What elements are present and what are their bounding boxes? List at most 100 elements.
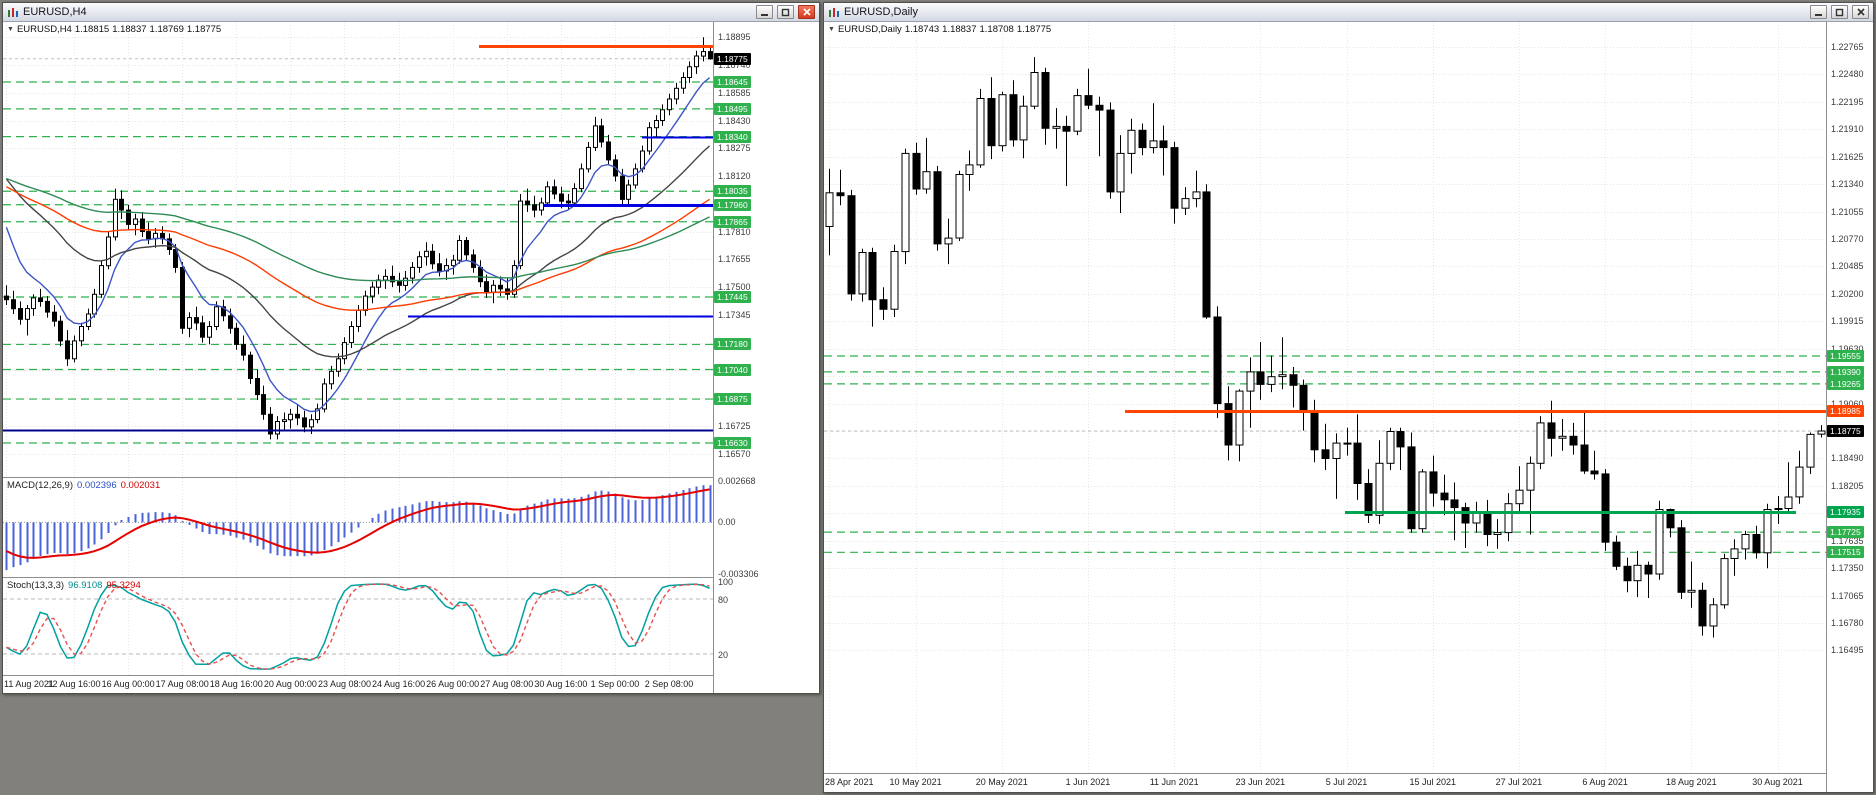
time-axis-label: 18 Aug 2021 — [1666, 777, 1717, 787]
price-scale[interactable]: 1.22765 1.22480 1.22195 1.21910 1.21625 1.213… — [1826, 22, 1873, 792]
level-price-tag: 1.18495 — [714, 102, 751, 115]
ohlc-readout: ▼ EURUSD,H4 1.18815 1.18837 1.18769 1.18775 — [7, 24, 222, 35]
price-scale-label: 1.20770 — [1831, 234, 1864, 245]
price-scale-label: 1.21340 — [1831, 179, 1864, 190]
indicator-scale-label: 0.00 — [718, 517, 736, 528]
time-axis-label: 18 Aug 16:00 — [209, 679, 263, 689]
restore-button[interactable] — [777, 5, 794, 19]
macd-panel: MACD(12,26,9) 0.002396 0.002031 — [3, 477, 713, 577]
time-axis-label: 30 Aug 16:00 — [534, 679, 588, 689]
time-axis-label: 17 Aug 08:00 — [155, 679, 209, 689]
close-button[interactable] — [1852, 5, 1869, 19]
level-price-tag: 1.18035 — [714, 185, 751, 198]
h4-price-chart-canvas[interactable] — [3, 22, 713, 477]
level-price-tag: 1.18645 — [714, 76, 751, 88]
minimize-icon — [760, 14, 768, 16]
bid-price-tag: 1.18775 — [1827, 425, 1864, 438]
window-titlebar[interactable]: EURUSD,Daily — [824, 3, 1873, 22]
price-scale-label: 1.17810 — [718, 226, 751, 237]
restore-icon — [781, 8, 790, 16]
time-axis[interactable]: 28 Apr 2021 10 May 2021 20 May 2021 1 Jun 2… — [824, 773, 1826, 792]
price-scale-label: 1.22480 — [1831, 69, 1864, 80]
minimize-icon — [1814, 14, 1822, 16]
time-axis-label: 5 Jul 2021 — [1325, 777, 1368, 787]
price-scale-label: 1.18430 — [718, 115, 751, 126]
time-axis-label: 20 May 2021 — [975, 777, 1028, 787]
close-icon — [802, 8, 811, 16]
time-axis-label: 30 Aug 2021 — [1752, 777, 1803, 787]
level-price-tag: 1.18340 — [714, 130, 751, 143]
close-icon — [1856, 8, 1865, 16]
price-scale-label: 1.16570 — [718, 448, 751, 459]
level-price-tag: 1.17515 — [1827, 546, 1864, 559]
time-axis-label: 23 Jun 2021 — [1235, 777, 1286, 787]
indicator-scale-label: -0.003306 — [718, 568, 759, 579]
moving-average-lines — [5, 77, 711, 413]
level-price-tag: 1.19555 — [1827, 349, 1864, 362]
time-axis-label: 26 Aug 00:00 — [426, 679, 480, 689]
level-price-tag: 1.17040 — [714, 363, 751, 376]
restore-button[interactable] — [1831, 5, 1848, 19]
time-axis-label: 2 Sep 08:00 — [644, 679, 694, 689]
minimize-button[interactable] — [756, 5, 773, 19]
chart-window-eurusd-daily: EURUSD,Daily ▼ EURUSD,Daily 1.18743 1.18837… — [823, 2, 1874, 793]
time-axis[interactable]: 11 Aug 2021 12 Aug 16:00 16 Aug 00:00 17 Au… — [3, 675, 713, 693]
time-axis-label: 24 Aug 16:00 — [372, 679, 426, 689]
price-scale-label: 1.22765 — [1831, 42, 1864, 53]
price-scale-label: 1.19630 — [1831, 343, 1864, 354]
main-chart-panel: ▼ EURUSD,H4 1.18815 1.18837 1.18769 1.18775 — [3, 22, 713, 477]
chart-window-eurusd-h4: EURUSD,H4 ▼ EURUSD,H4 1.18815 1.18837 1.1876… — [2, 2, 820, 694]
price-scale[interactable]: 1.18895 1.18740 1.18585 1.18430 1.18275 1.181… — [713, 22, 819, 693]
price-scale-label: 1.17635 — [1831, 535, 1864, 546]
window-titlebar[interactable]: EURUSD,H4 — [3, 3, 819, 22]
ohlc-readout: ▼ EURUSD,Daily 1.18743 1.18837 1.18708 1.1877… — [828, 24, 1052, 35]
macd-indicator-canvas[interactable] — [3, 478, 713, 577]
time-axis-label: 11 Aug 2021 — [4, 679, 54, 689]
price-scale-label: 1.16725 — [718, 420, 751, 431]
time-axis-label: 11 Jun 2021 — [1149, 777, 1199, 787]
stoch-panel: Stoch(13,3,3) 96.9108 95.3294 — [3, 577, 713, 675]
price-scale-label: 1.18120 — [718, 171, 751, 182]
level-price-tag: 1.17960 — [714, 198, 751, 211]
level-price-tag: 1.19265 — [1827, 377, 1864, 390]
candles-series — [4, 37, 713, 440]
price-scale-label: 1.21055 — [1831, 206, 1864, 217]
time-axis-label: 10 May 2021 — [889, 777, 942, 787]
price-scale-label: 1.17655 — [718, 254, 751, 265]
macd-indicator-label: MACD(12,26,9) 0.002396 0.002031 — [7, 480, 161, 491]
time-axis-label: 20 Aug 00:00 — [263, 679, 317, 689]
macd-histogram — [5, 485, 712, 571]
macd-signal-line — [5, 488, 710, 559]
indicator-scale-label: 0.002668 — [718, 475, 756, 486]
level-price-tag: 1.16630 — [714, 436, 751, 449]
restore-icon — [1835, 8, 1844, 16]
price-scale-label: 1.16780 — [1831, 618, 1864, 629]
level-price-tag: 1.17865 — [714, 215, 751, 228]
price-scale-label: 1.20200 — [1831, 288, 1864, 299]
line-price-tag: 1.17935 — [1827, 505, 1864, 518]
time-axis-label: 16 Aug 00:00 — [101, 679, 155, 689]
symbol-marker-icon: ▼ — [7, 26, 14, 33]
minimize-button[interactable] — [1810, 5, 1827, 19]
stochastic-indicator-canvas[interactable] — [3, 578, 713, 675]
price-scale-label: 1.18895 — [718, 32, 751, 43]
main-chart-panel: ▼ EURUSD,Daily 1.18743 1.18837 1.18708 1.1877… — [824, 22, 1826, 773]
stoch-indicator-label: Stoch(13,3,3) 96.9108 95.3294 — [7, 580, 141, 591]
window-title: EURUSD,Daily — [844, 6, 918, 18]
price-scale-label: 1.21625 — [1831, 151, 1864, 162]
close-button[interactable] — [798, 5, 815, 19]
daily-price-chart-canvas[interactable] — [824, 22, 1826, 773]
grid — [824, 22, 1826, 773]
price-scale-label: 1.18585 — [718, 87, 751, 98]
stoch-signal-line — [6, 583, 710, 670]
price-scale-label: 1.17350 — [1831, 563, 1864, 574]
price-scale-label: 1.18490 — [1831, 453, 1864, 464]
time-axis-label: 6 Aug 2021 — [1582, 777, 1628, 787]
price-scale-label: 1.22195 — [1831, 96, 1864, 107]
time-axis-label: 27 Aug 08:00 — [480, 679, 534, 689]
time-axis-label: 1 Jun 2021 — [1065, 777, 1111, 787]
analysis-lines — [3, 45, 713, 432]
bid-price-tag: 1.18775 — [714, 52, 751, 65]
price-scale-label: 1.17065 — [1831, 590, 1864, 601]
